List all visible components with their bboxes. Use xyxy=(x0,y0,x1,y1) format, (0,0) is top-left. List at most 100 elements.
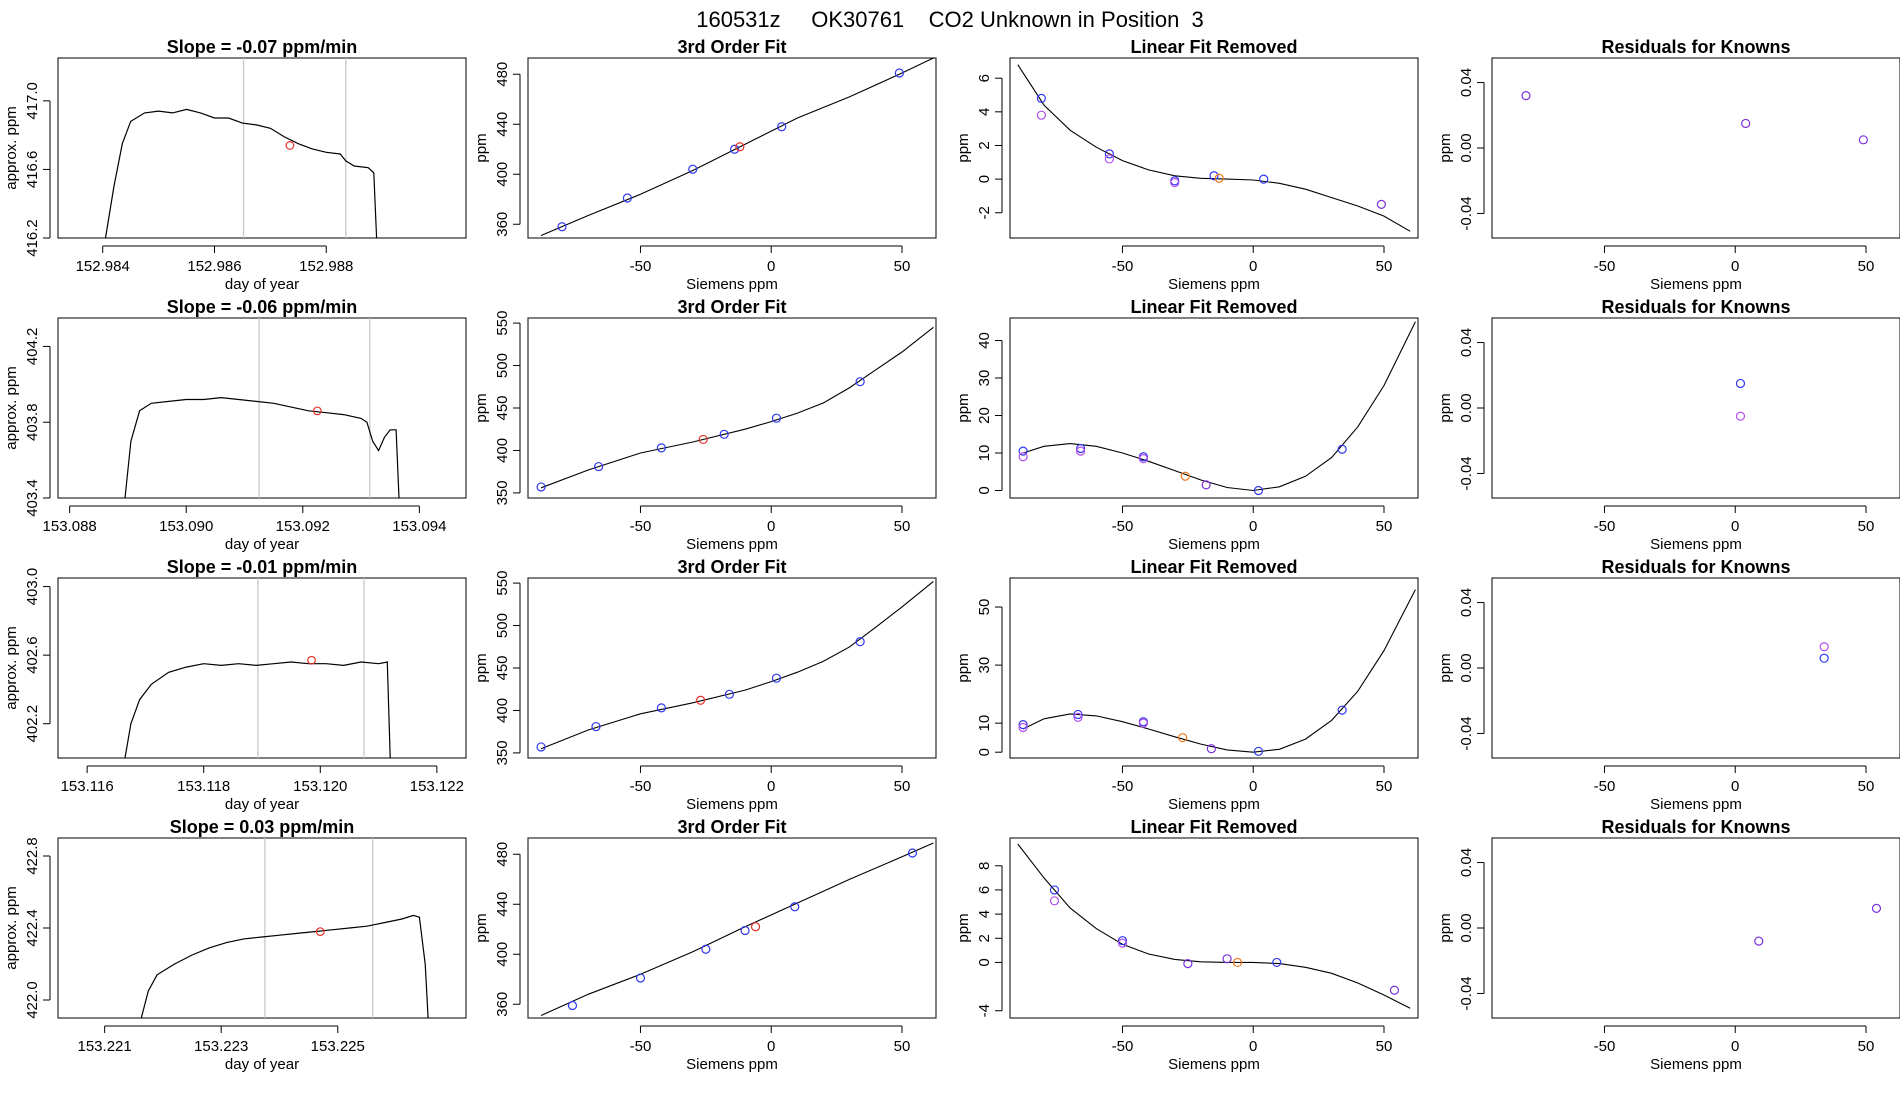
plot-frame xyxy=(1491,577,1900,759)
x-axis-label: Siemens ppm xyxy=(1650,796,1742,813)
x-axis-label: day of year xyxy=(225,276,299,293)
plot-frame xyxy=(57,57,467,239)
y-tick-label: 10 xyxy=(976,445,993,462)
y-tick-label: 440 xyxy=(494,892,511,917)
x-tick-label: 50 xyxy=(1376,518,1393,535)
x-tick-label: 0 xyxy=(1249,518,1257,535)
x-tick-label: -50 xyxy=(630,518,652,535)
data-point-blue xyxy=(1018,720,1028,730)
data-point-blue xyxy=(1104,149,1114,159)
x-axis-label: Siemens ppm xyxy=(686,276,778,293)
y-tick-label: 0.00 xyxy=(1458,653,1475,682)
x-tick-label: 50 xyxy=(1858,518,1875,535)
data-point-blue xyxy=(635,973,646,983)
y-tick-label: 500 xyxy=(494,353,511,378)
y-tick-label: 30 xyxy=(976,657,993,674)
panel-r4c1: Slope = 0.03 ppm/min 153.221 153.223 153.22… xyxy=(3,817,467,1073)
y-tick-label: 550 xyxy=(494,311,511,336)
y-tick-label: 2 xyxy=(976,934,993,942)
data-point-blue xyxy=(1036,93,1046,103)
data-point-blue xyxy=(1253,485,1264,496)
data-point-blue xyxy=(1049,885,1060,895)
data-point-blue xyxy=(1253,746,1264,756)
data-point-purple xyxy=(1858,135,1868,145)
plot-area xyxy=(1735,378,1746,421)
y-tick-label: 2 xyxy=(976,141,993,149)
x-axis-label: Siemens ppm xyxy=(1168,1056,1260,1073)
x-tick-label: -50 xyxy=(1594,258,1616,275)
x-axis-label: day of year xyxy=(225,536,299,553)
panel-title: Slope = -0.06 ppm/min xyxy=(167,297,358,317)
x-tick-label: 153.118 xyxy=(177,778,230,795)
y-tick-label: 6 xyxy=(976,74,993,82)
plot-area xyxy=(124,318,400,498)
y-tick-label: 450 xyxy=(494,655,511,680)
plot-frame xyxy=(1009,317,1419,499)
y-tick-label: 416.2 xyxy=(24,219,41,257)
y-axis-label: ppm xyxy=(473,393,490,422)
x-tick-label: 153.094 xyxy=(392,518,446,535)
data-point-magenta xyxy=(1104,154,1114,164)
data-point-magenta xyxy=(1170,177,1180,188)
data-point-blue xyxy=(1209,171,1219,181)
y-tick-label: 4 xyxy=(976,108,993,116)
y-axis-label: approx. ppm xyxy=(3,626,20,709)
data-point-blue xyxy=(1272,957,1282,968)
y-tick-label: 0.00 xyxy=(1458,913,1475,942)
x-tick-label: -50 xyxy=(1112,258,1134,275)
data-point-blue xyxy=(855,637,865,647)
fit-curve xyxy=(1017,64,1411,232)
x-tick-label: 50 xyxy=(894,258,911,275)
x-axis-label: Siemens ppm xyxy=(1650,536,1742,553)
y-tick-label: -0.04 xyxy=(1458,456,1475,490)
fit-curve xyxy=(1017,843,1411,1009)
plot-frame xyxy=(1491,317,1900,499)
x-tick-label: 50 xyxy=(1858,258,1875,275)
y-tick-label: 400 xyxy=(494,942,511,967)
x-tick-label: 153.090 xyxy=(159,518,213,535)
x-tick-label: 0 xyxy=(1731,258,1739,275)
plot-frame xyxy=(527,837,937,1019)
x-tick-label: 153.092 xyxy=(276,518,330,535)
y-tick-label: 0 xyxy=(976,486,993,494)
x-tick-label: 152.986 xyxy=(187,258,241,275)
y-tick-label: 450 xyxy=(494,395,511,420)
plot-area xyxy=(536,580,934,752)
data-point-blue xyxy=(656,443,666,453)
data-point-magenta xyxy=(1819,642,1829,652)
data-point-red xyxy=(698,434,708,445)
y-tick-label: 416.6 xyxy=(24,151,41,189)
y-tick-label: -0.04 xyxy=(1458,716,1475,750)
marker-point xyxy=(307,655,316,665)
y-axis-label: approx. ppm xyxy=(3,886,20,969)
y-axis-label: ppm xyxy=(955,913,972,942)
panel-r4c4: Residuals for Knowns -50 0 50 Siemens ppm -0.… xyxy=(1437,817,1900,1073)
data-point-magenta xyxy=(1138,454,1148,464)
x-tick-label: -50 xyxy=(1112,778,1134,795)
plot-area xyxy=(140,838,429,1018)
panel-title: Linear Fit Removed xyxy=(1130,817,1297,837)
data-point-blue xyxy=(740,925,750,936)
y-tick-label: 550 xyxy=(494,571,511,596)
x-tick-label: 152.984 xyxy=(76,258,130,275)
x-tick-label: -50 xyxy=(630,258,652,275)
data-point-blue xyxy=(701,944,711,954)
plot-area xyxy=(1017,64,1411,232)
data-point-purple xyxy=(1741,118,1751,129)
y-tick-label: 6 xyxy=(976,886,993,894)
x-axis-label: Siemens ppm xyxy=(686,1056,778,1073)
concentration-trace xyxy=(104,108,378,238)
y-tick-label: 404.2 xyxy=(24,328,41,366)
data-point-blue xyxy=(790,902,800,912)
x-tick-label: 50 xyxy=(894,518,911,535)
plot-frame xyxy=(57,837,467,1019)
y-axis-label: ppm xyxy=(1437,653,1454,682)
data-point-blue xyxy=(771,413,782,423)
plot-frame xyxy=(527,577,937,759)
data-point-blue xyxy=(1735,378,1746,389)
data-point-purple xyxy=(1201,480,1211,490)
y-tick-label: 30 xyxy=(976,370,993,387)
x-tick-label: 153.122 xyxy=(410,778,464,795)
y-tick-label: 422.4 xyxy=(24,909,41,947)
x-tick-label: 153.088 xyxy=(43,518,97,535)
